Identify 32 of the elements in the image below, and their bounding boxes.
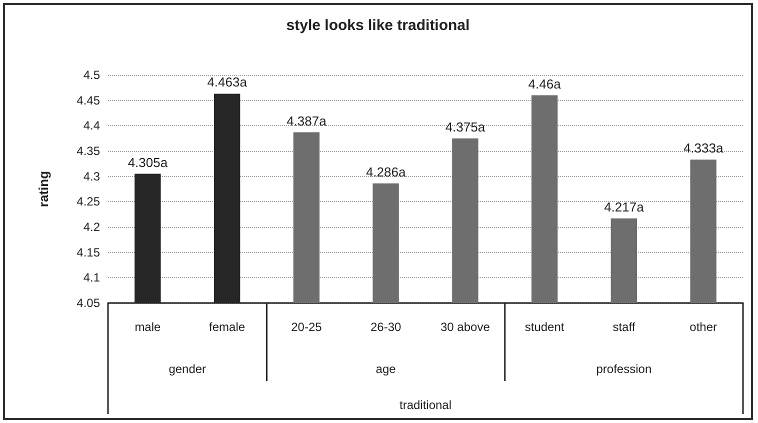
x-tick-label: student — [524, 320, 565, 334]
data-label: 4.333a — [683, 140, 724, 156]
y-tick-label: 4.15 — [76, 245, 100, 260]
y-tick-label: 4.1 — [83, 270, 100, 285]
y-tick-label: 4.4 — [83, 118, 100, 133]
data-label: 4.286a — [366, 164, 406, 180]
x-tick-label: 26-30 — [370, 320, 402, 334]
y-tick-label: 4.05 — [76, 296, 100, 310]
data-label: 4.387a — [286, 113, 328, 128]
y-tick-label: 4.45 — [76, 93, 100, 108]
text: age — [376, 362, 396, 376]
x-tick-label: female — [209, 320, 246, 334]
data-label: 4.305a — [128, 154, 168, 170]
text: profession — [596, 362, 652, 376]
x-tick-label: staff — [612, 320, 636, 334]
text: gender — [168, 362, 206, 376]
y-tick-label: 4.25 — [76, 194, 100, 209]
data-label: 4.46a — [528, 76, 562, 92]
y-tick-label: 4.35 — [76, 144, 100, 158]
y-axis-title: rating — [36, 170, 51, 208]
chart-title: style looks like traditional — [286, 17, 470, 34]
x-tick-label: 30 above — [440, 320, 490, 334]
data-label: 4.463a — [207, 74, 248, 90]
y-tick-label: 4.5 — [83, 68, 100, 82]
data-label: 4.375a — [445, 119, 486, 134]
text: traditional — [399, 398, 452, 412]
y-tick-label: 4.2 — [83, 220, 100, 234]
data-label: 4.217a — [604, 199, 645, 214]
x-tick-label: other — [690, 320, 717, 334]
x-tick-label: 20-25 — [291, 320, 322, 334]
y-tick-label: 4.3 — [83, 169, 100, 184]
x-tick-label: male — [134, 320, 162, 334]
